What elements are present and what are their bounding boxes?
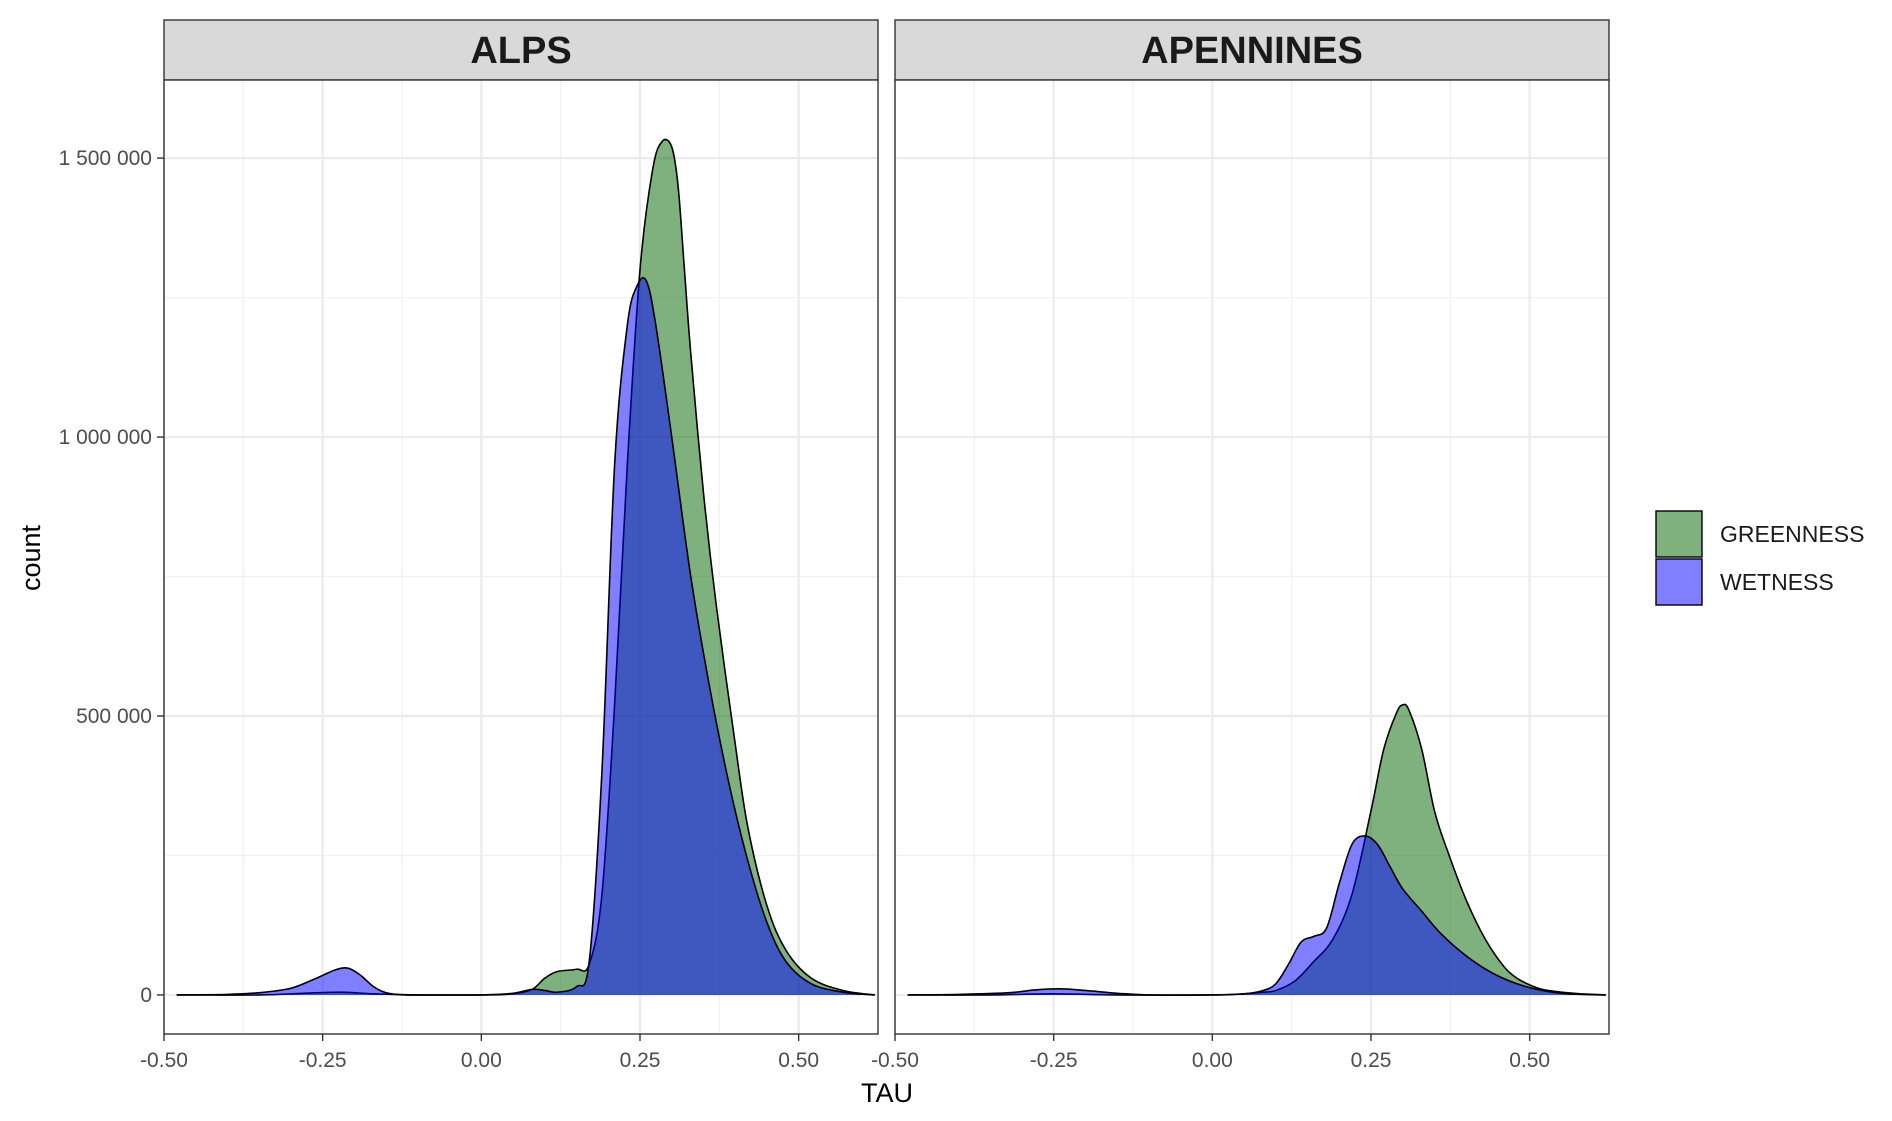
- y-tick-label: 1 000 000: [59, 426, 152, 449]
- x-axis: -0.50 -0.25 0.00 0.25 0.50: [871, 1034, 1550, 1072]
- panel-border: [894, 79, 1610, 1035]
- x-tick-label: -0.50: [140, 1049, 188, 1072]
- y-tick-label: 500 000: [76, 705, 152, 728]
- x-tick-label: -0.50: [871, 1049, 919, 1072]
- strip-background: [163, 19, 879, 81]
- x-tick-label: 0.00: [1192, 1049, 1233, 1072]
- density-areas: [176, 138, 875, 996]
- x-tick-label: -0.25: [1030, 1049, 1078, 1072]
- density-area-wetness: [907, 835, 1606, 996]
- legend-key-wetness: [1655, 558, 1703, 606]
- x-tick-label: 0.25: [1351, 1049, 1392, 1072]
- panel-alps: ALPS -0.50 -0.25 0.00 0.25 0.50 0 500 000 1 000 …: [59, 19, 879, 1072]
- legend-label-greenness: GREENNESS: [1720, 521, 1864, 547]
- plot-background: [164, 80, 878, 1034]
- density-area-wetness: [176, 277, 875, 996]
- panel-apennines: APENNINES -0.50 -0.25 0.00 0.25 0.50: [871, 19, 1610, 1072]
- panel-border: [163, 79, 879, 1035]
- x-tick-label: 0.50: [778, 1049, 819, 1072]
- x-axis-title: TAU: [861, 1078, 913, 1108]
- panels: ALPS -0.50 -0.25 0.00 0.25 0.50 0 500 000 1 000 …: [59, 19, 1610, 1072]
- x-tick-label: 0.50: [1509, 1049, 1550, 1072]
- x-tick-label: 0.00: [461, 1049, 502, 1072]
- strip-background: [894, 19, 1610, 81]
- legend-label-wetness: WETNESS: [1720, 569, 1834, 595]
- density-outline-wetness: [176, 276, 875, 996]
- density-outline-wetness: [907, 835, 1606, 996]
- density-areas: [907, 703, 1606, 996]
- x-axis: -0.50 -0.25 0.00 0.25 0.50: [140, 1034, 819, 1072]
- y-axis-title: count: [16, 524, 46, 591]
- plot-background: [895, 80, 1609, 1034]
- x-tick-label: -0.25: [299, 1049, 347, 1072]
- y-tick-label: 0: [140, 984, 152, 1007]
- panel-title: APENNINES: [1141, 30, 1363, 72]
- legend: GREENNESS WETNESS: [1655, 510, 1864, 606]
- y-axis: 0 500 000 1 000 000 1 500 000: [59, 147, 164, 1007]
- y-tick-label: 1 500 000: [59, 147, 152, 170]
- legend-key-greenness: [1655, 510, 1703, 558]
- x-tick-label: 0.25: [620, 1049, 661, 1072]
- panel-title: ALPS: [470, 30, 571, 72]
